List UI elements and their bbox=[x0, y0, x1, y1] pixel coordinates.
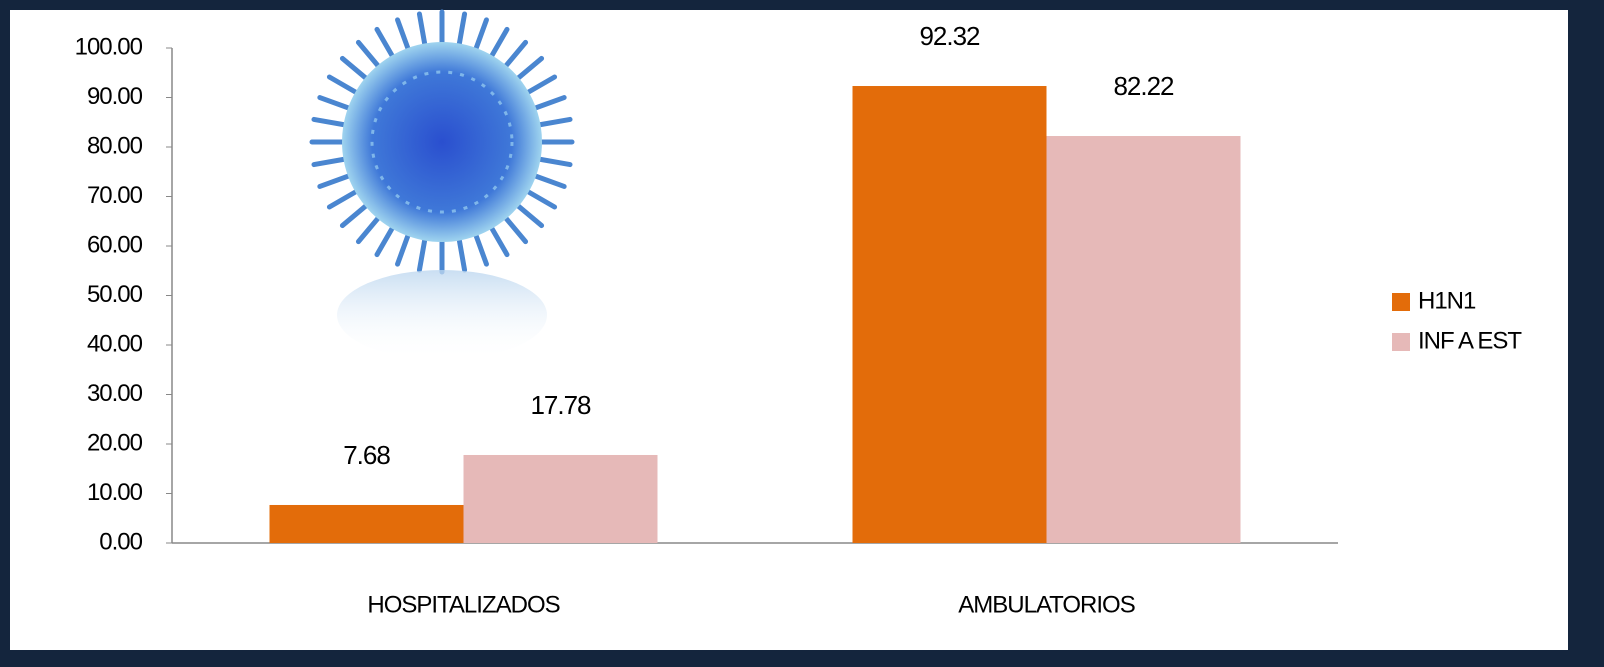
y-tick-label: 10.00 bbox=[87, 479, 143, 506]
virus-reflection bbox=[337, 270, 547, 360]
data-label: 7.68 bbox=[343, 440, 390, 470]
legend-swatch bbox=[1392, 333, 1410, 351]
chart-background bbox=[10, 10, 1568, 650]
y-tick-label: 100.00 bbox=[75, 33, 143, 60]
legend-label: INF A EST bbox=[1418, 327, 1522, 354]
y-tick-label: 80.00 bbox=[87, 132, 143, 159]
y-tick-label: 70.00 bbox=[87, 182, 143, 209]
chart: 0.00 10.00 20.00 30.00 40.00 50.00 60.00 70.00 8… bbox=[0, 0, 1604, 667]
y-tick-label: 90.00 bbox=[87, 83, 143, 110]
y-tick-label: 60.00 bbox=[87, 231, 143, 258]
legend-swatch bbox=[1392, 293, 1410, 311]
data-label: 17.78 bbox=[530, 390, 591, 420]
bar bbox=[853, 86, 1047, 543]
y-tick-label: 50.00 bbox=[87, 281, 143, 308]
page: 0.00 10.00 20.00 30.00 40.00 50.00 60.00 70.00 8… bbox=[0, 0, 1604, 667]
data-label: 82.22 bbox=[1113, 71, 1174, 101]
x-tick-label: AMBULATORIOS bbox=[958, 591, 1134, 618]
y-tick-label: 30.00 bbox=[87, 380, 143, 407]
y-tick-label: 20.00 bbox=[87, 429, 143, 456]
y-tick-label: 40.00 bbox=[87, 330, 143, 357]
bar bbox=[464, 455, 658, 543]
legend-label: H1N1 bbox=[1418, 287, 1476, 314]
data-label: 92.32 bbox=[919, 21, 980, 51]
bar bbox=[1047, 136, 1241, 543]
x-tick-label: HOSPITALIZADOS bbox=[367, 591, 559, 618]
y-tick-label: 0.00 bbox=[99, 528, 142, 555]
bar bbox=[270, 505, 464, 543]
